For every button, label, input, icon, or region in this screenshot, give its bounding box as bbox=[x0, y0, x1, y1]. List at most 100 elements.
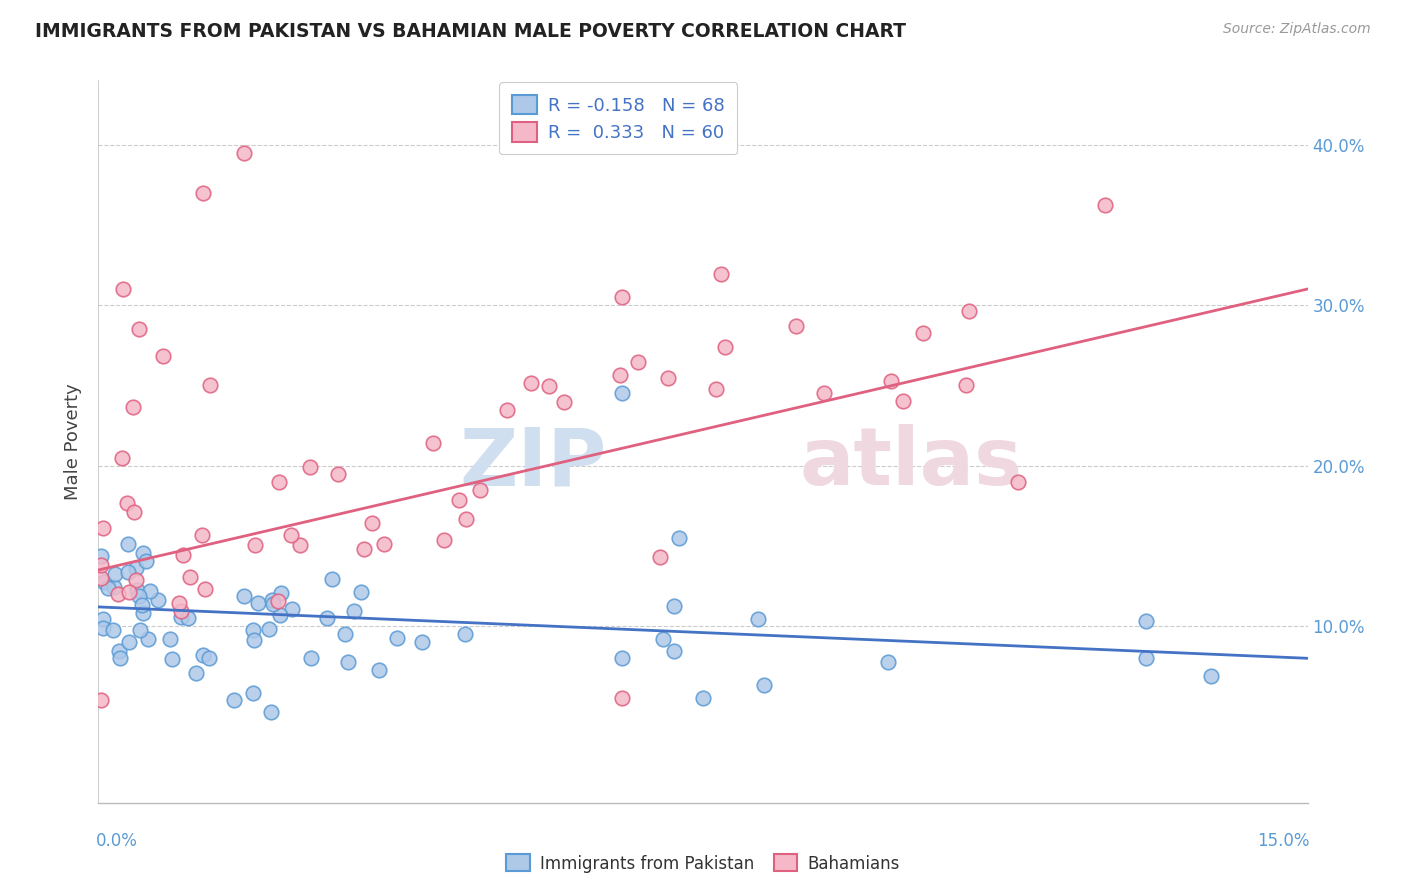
Point bbox=[132, 546, 155, 560]
Point bbox=[146, 593, 169, 607]
Point bbox=[107, 587, 129, 601]
Point bbox=[97, 581, 120, 595]
Point bbox=[609, 368, 631, 382]
Point bbox=[91, 621, 114, 635]
Point bbox=[260, 705, 283, 719]
Point bbox=[93, 574, 115, 589]
Point bbox=[184, 665, 207, 680]
Point bbox=[912, 326, 935, 341]
Point bbox=[243, 632, 266, 647]
Point bbox=[612, 290, 634, 304]
Point bbox=[315, 611, 337, 625]
Text: atlas: atlas bbox=[800, 425, 1022, 502]
Point bbox=[122, 505, 145, 519]
Point bbox=[350, 585, 373, 599]
Point bbox=[704, 382, 727, 396]
Point bbox=[281, 602, 304, 616]
Point bbox=[124, 561, 146, 575]
Point bbox=[353, 541, 375, 556]
Point bbox=[269, 608, 291, 623]
Point bbox=[131, 598, 153, 612]
Point bbox=[337, 655, 360, 669]
Point bbox=[179, 569, 201, 583]
Point bbox=[612, 691, 634, 706]
Point bbox=[610, 651, 633, 665]
Point bbox=[1007, 475, 1029, 489]
Point bbox=[193, 648, 215, 662]
Point bbox=[118, 634, 141, 648]
Point bbox=[170, 610, 193, 624]
Point bbox=[651, 632, 673, 646]
Point bbox=[129, 623, 152, 637]
Point bbox=[612, 386, 634, 401]
Point bbox=[747, 612, 769, 626]
Point bbox=[177, 611, 200, 625]
Point bbox=[160, 652, 183, 666]
Point bbox=[107, 644, 129, 658]
Point bbox=[127, 582, 149, 597]
Point bbox=[138, 583, 160, 598]
Point bbox=[288, 538, 311, 552]
Point bbox=[411, 634, 433, 648]
Point bbox=[495, 403, 517, 417]
Point bbox=[627, 355, 650, 369]
Point bbox=[111, 282, 134, 296]
Text: 15.0%: 15.0% bbox=[1257, 831, 1310, 850]
Point bbox=[224, 693, 246, 707]
Point bbox=[422, 435, 444, 450]
Point bbox=[135, 554, 157, 568]
Point bbox=[449, 492, 471, 507]
Point bbox=[373, 537, 395, 551]
Point bbox=[454, 627, 477, 641]
Text: Source: ZipAtlas.com: Source: ZipAtlas.com bbox=[1223, 22, 1371, 37]
Point bbox=[280, 528, 302, 542]
Point bbox=[343, 604, 366, 618]
Point bbox=[880, 374, 903, 388]
Point bbox=[247, 596, 270, 610]
Point bbox=[115, 496, 138, 510]
Point bbox=[242, 623, 264, 637]
Point bbox=[232, 589, 254, 603]
Point bbox=[121, 401, 143, 415]
Point bbox=[167, 596, 190, 610]
Point bbox=[657, 371, 679, 385]
Point bbox=[957, 304, 980, 318]
Point bbox=[91, 521, 114, 535]
Point bbox=[321, 572, 343, 586]
Point bbox=[553, 394, 575, 409]
Y-axis label: Male Poverty: Male Poverty bbox=[65, 384, 83, 500]
Point bbox=[242, 686, 264, 700]
Point bbox=[1135, 615, 1157, 629]
Point bbox=[270, 586, 292, 600]
Point bbox=[385, 632, 408, 646]
Point bbox=[128, 322, 150, 336]
Point bbox=[170, 604, 193, 618]
Point bbox=[90, 693, 112, 707]
Point bbox=[520, 376, 543, 391]
Point bbox=[103, 623, 125, 637]
Legend: Immigrants from Pakistan, Bahamians: Immigrants from Pakistan, Bahamians bbox=[499, 847, 907, 880]
Point bbox=[368, 663, 391, 677]
Point bbox=[194, 582, 217, 596]
Point bbox=[90, 549, 112, 563]
Point bbox=[111, 451, 134, 466]
Point bbox=[132, 607, 155, 621]
Point bbox=[714, 340, 737, 354]
Point bbox=[90, 558, 112, 573]
Point bbox=[245, 538, 267, 552]
Point bbox=[104, 566, 127, 581]
Point bbox=[152, 350, 174, 364]
Text: 0.0%: 0.0% bbox=[96, 831, 138, 850]
Point bbox=[648, 550, 671, 565]
Point bbox=[1135, 651, 1157, 665]
Point bbox=[128, 589, 150, 603]
Point bbox=[1094, 198, 1116, 212]
Point bbox=[103, 580, 125, 594]
Point bbox=[662, 644, 685, 658]
Point bbox=[232, 145, 254, 160]
Point bbox=[266, 594, 288, 608]
Point bbox=[361, 516, 384, 530]
Point bbox=[91, 612, 114, 626]
Point bbox=[190, 528, 212, 542]
Point bbox=[813, 386, 835, 401]
